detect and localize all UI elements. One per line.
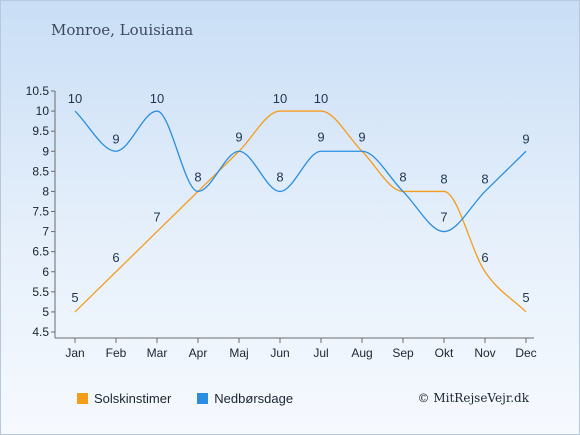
data-label-rain-days: 7 [440,210,447,225]
data-label-rain-days: 9 [317,129,324,144]
y-tick-label: 5.5 [32,285,49,299]
legend-item-sunshine: Solskinstimer [77,391,171,406]
y-tick-label: 9 [42,144,49,158]
legend-label-sunshine: Solskinstimer [94,391,172,406]
data-label-sunshine: 10 [314,91,328,106]
data-label-rain-days: 10 [150,91,164,106]
credit-text: © MitRejseVejr.dk [417,391,529,405]
x-tick-label: Sep [392,346,414,360]
data-label-sunshine: 5 [522,290,529,305]
y-tick-label: 8 [42,184,49,198]
data-label-sunshine: 7 [153,210,160,225]
legend: Solskinstimer Nedbørsdage [77,391,293,406]
data-label-rain-days: 8 [276,169,283,184]
y-tick-label: 8.5 [32,164,49,178]
series-line-sunshine [74,110,527,313]
x-tick-label: Okt [435,346,454,360]
x-tick-label: Jun [270,346,289,360]
legend-item-rain-days: Nedbørsdage [197,391,293,406]
data-label-sunshine: 6 [112,250,119,265]
y-tick-label: 5 [42,305,49,319]
data-label-sunshine: 9 [235,129,242,144]
legend-label-rain-days: Nedbørsdage [214,391,294,406]
x-tick-label: Jul [313,346,328,360]
chart-title: Monroe, Louisiana [51,21,194,39]
y-tick-label: 7.5 [32,205,49,219]
y-tick-label: 6 [42,265,49,279]
data-label-sunshine: 8 [440,171,447,186]
data-label-sunshine: 9 [358,129,365,144]
data-label-sunshine: 6 [481,250,488,265]
series-line-rain-days [74,110,527,233]
y-tick-label: 7 [42,225,49,239]
data-label-sunshine: 8 [194,169,201,184]
x-tick-label: Nov [474,346,495,360]
data-label-sunshine: 5 [71,290,78,305]
y-tick-label: 10.5 [26,84,50,98]
x-tick-label: Aug [351,346,372,360]
y-tick-label: 6.5 [32,245,49,259]
data-label-rain-days: 9 [522,131,529,146]
y-tick-label: 9.5 [32,124,49,138]
legend-swatch-sunshine [77,393,88,404]
data-label-rain-days: 9 [112,131,119,146]
x-tick-label: Apr [189,346,208,360]
x-tick-label: Maj [229,346,248,360]
x-tick-label: Jan [65,346,84,360]
x-tick-label: Dec [515,346,536,360]
data-label-rain-days: 10 [68,91,82,106]
x-tick-label: Feb [106,346,127,360]
data-label-rain-days: 8 [481,171,488,186]
legend-swatch-rain-days [197,393,209,404]
data-label-sunshine: 8 [399,169,406,184]
y-tick-label: 10 [36,104,50,118]
data-label-sunshine: 10 [273,91,287,106]
x-tick-label: Mar [147,346,168,360]
y-tick-label: 4.5 [32,325,49,339]
